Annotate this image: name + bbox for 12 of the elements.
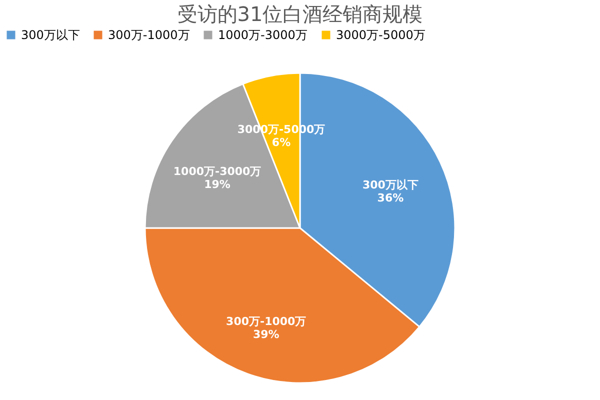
data-label: 19% [204,178,230,191]
legend-label: 300万-1000万 [108,28,190,42]
slice-label: 300万-1000万 [226,315,306,328]
data-label: 39% [252,328,280,342]
legend-label: 3000万-5000万 [336,28,426,42]
legend-label: 1000万-3000万 [218,28,308,42]
chart-title: 受访的31位白酒经销商规模 [177,2,423,26]
slice-label: 1000万-3000万 [173,164,262,178]
data-label: 6% [272,136,291,149]
data-label: 36% [377,191,404,204]
legend-label: 300万以下 [21,28,80,42]
slice-label: 300万以下 [362,178,418,192]
